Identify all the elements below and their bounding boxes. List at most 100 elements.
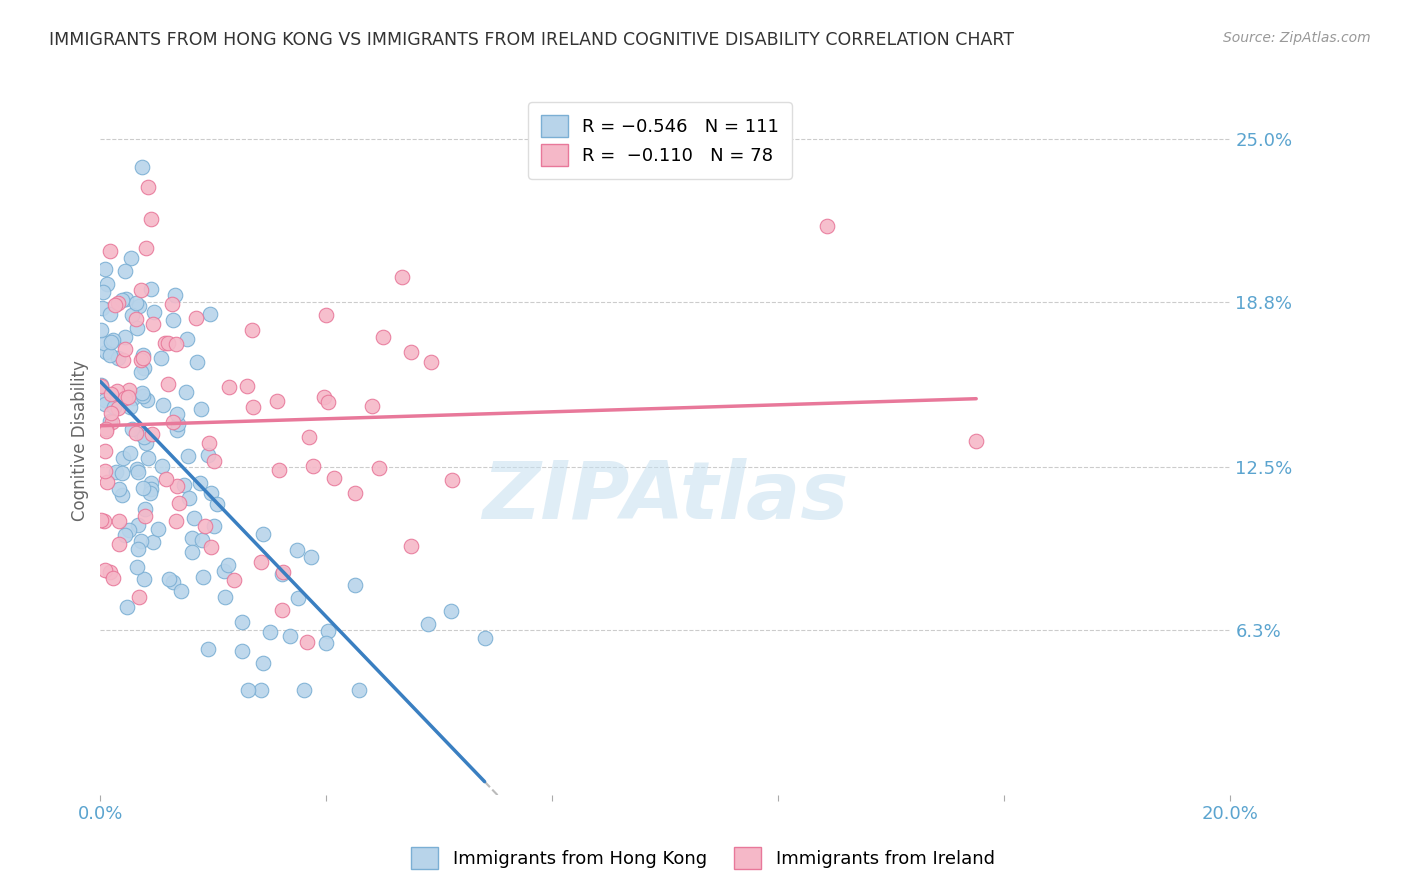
Point	[118, 446, 141, 460]
Point	[110, 488, 132, 502]
Point	[94, 424, 117, 438]
Point	[420, 355, 443, 369]
Point	[93, 515, 115, 529]
Point	[127, 518, 149, 533]
Point	[162, 415, 184, 429]
Point	[143, 305, 166, 319]
Point	[94, 392, 117, 407]
Point	[440, 473, 463, 487]
Point	[162, 313, 184, 327]
Point	[266, 393, 288, 408]
Point	[93, 335, 115, 350]
Point	[181, 545, 204, 559]
Point	[252, 526, 274, 541]
Point	[361, 399, 384, 413]
Point	[194, 519, 217, 533]
Point	[127, 541, 149, 556]
Point	[90, 379, 112, 393]
Point	[107, 514, 129, 528]
Point	[191, 533, 214, 548]
Point	[115, 600, 138, 615]
Point	[200, 540, 222, 554]
Point	[98, 348, 121, 362]
Point	[186, 355, 208, 369]
Point	[111, 352, 134, 367]
Point	[107, 295, 129, 310]
Point	[249, 555, 271, 569]
Point	[129, 533, 152, 548]
Point	[188, 475, 211, 490]
Point	[399, 344, 422, 359]
Point	[125, 426, 148, 441]
Point	[94, 444, 117, 458]
Point	[150, 351, 173, 365]
Text: IMMIGRANTS FROM HONG KONG VS IMMIGRANTS FROM IRELAND COGNITIVE DISABILITY CORREL: IMMIGRANTS FROM HONG KONG VS IMMIGRANTS …	[49, 31, 1014, 49]
Point	[104, 298, 127, 312]
Point	[167, 496, 190, 510]
Point	[165, 288, 187, 302]
Point	[118, 523, 141, 537]
Point	[131, 481, 153, 495]
Point	[316, 395, 339, 409]
Point	[295, 635, 318, 649]
Point	[240, 323, 263, 337]
Point	[271, 565, 294, 579]
Point	[114, 391, 136, 405]
Point	[128, 591, 150, 605]
Point	[200, 486, 222, 500]
Point	[100, 415, 122, 429]
Point	[139, 475, 162, 490]
Point	[157, 376, 180, 391]
Point	[101, 333, 124, 347]
Point	[94, 463, 117, 477]
Point	[197, 642, 219, 657]
Point	[103, 571, 125, 585]
Point	[139, 211, 162, 226]
Point	[98, 244, 121, 258]
Point	[127, 465, 149, 479]
Point	[121, 422, 143, 436]
Point	[299, 549, 322, 564]
Point	[231, 643, 253, 657]
Point	[139, 282, 162, 296]
Point	[105, 384, 128, 398]
Point	[474, 631, 496, 645]
Point	[312, 390, 335, 404]
Point	[183, 511, 205, 525]
Point	[142, 535, 165, 549]
Point	[134, 572, 156, 586]
Point	[170, 584, 193, 599]
Point	[139, 482, 162, 496]
Point	[259, 625, 281, 640]
Point	[181, 531, 204, 545]
Point	[157, 335, 180, 350]
Point	[190, 401, 212, 416]
Point	[132, 361, 155, 376]
Legend: R = −0.546   N = 111, R =  −0.110   N = 78: R = −0.546 N = 111, R = −0.110 N = 78	[529, 103, 792, 179]
Point	[242, 400, 264, 414]
Point	[373, 330, 395, 344]
Point	[105, 392, 128, 407]
Point	[202, 518, 225, 533]
Point	[162, 575, 184, 590]
Point	[91, 301, 114, 315]
Point	[135, 435, 157, 450]
Point	[440, 604, 463, 618]
Point	[98, 565, 121, 579]
Point	[165, 336, 187, 351]
Point	[136, 180, 159, 194]
Point	[152, 398, 174, 412]
Point	[129, 283, 152, 297]
Point	[135, 241, 157, 255]
Point	[252, 656, 274, 670]
Point	[131, 386, 153, 401]
Point	[287, 591, 309, 606]
Point	[157, 572, 180, 586]
Text: ZIPAtlas: ZIPAtlas	[482, 458, 849, 536]
Point	[111, 466, 134, 480]
Point	[125, 559, 148, 574]
Point	[267, 463, 290, 477]
Point	[125, 462, 148, 476]
Point	[965, 434, 987, 448]
Point	[136, 392, 159, 407]
